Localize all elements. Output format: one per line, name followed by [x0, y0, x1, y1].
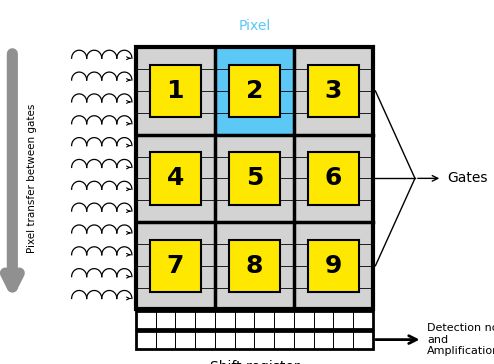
Bar: [215, 331, 235, 349]
Bar: [150, 152, 201, 205]
Bar: [254, 331, 274, 349]
Bar: [136, 135, 215, 222]
Text: 5: 5: [246, 166, 263, 190]
Bar: [254, 311, 274, 329]
Bar: [215, 311, 235, 329]
Text: 4: 4: [166, 166, 184, 190]
Bar: [308, 240, 359, 292]
Bar: [294, 47, 373, 135]
Text: 1: 1: [166, 79, 184, 103]
Bar: [333, 331, 353, 349]
Bar: [136, 311, 156, 329]
Text: Shift register: Shift register: [209, 360, 299, 364]
Bar: [156, 311, 175, 329]
Bar: [195, 311, 215, 329]
Bar: [235, 331, 254, 349]
Bar: [314, 311, 333, 329]
Bar: [136, 311, 373, 329]
Bar: [150, 65, 201, 117]
Bar: [274, 331, 294, 349]
Bar: [195, 331, 215, 349]
Bar: [215, 135, 294, 222]
Bar: [353, 311, 373, 329]
Bar: [294, 311, 314, 329]
Bar: [229, 240, 280, 292]
Text: Gates: Gates: [447, 171, 488, 185]
Text: Detection node
and
Amplification: Detection node and Amplification: [427, 323, 494, 356]
Bar: [229, 152, 280, 205]
Bar: [314, 331, 333, 349]
Bar: [136, 47, 215, 135]
Bar: [294, 135, 373, 222]
Bar: [175, 331, 195, 349]
Bar: [308, 65, 359, 117]
Bar: [136, 331, 156, 349]
Bar: [136, 222, 215, 309]
Text: 3: 3: [325, 79, 342, 103]
Bar: [308, 152, 359, 205]
Bar: [215, 222, 294, 309]
Text: 9: 9: [325, 254, 342, 278]
Text: 8: 8: [246, 254, 263, 278]
Bar: [235, 311, 254, 329]
Bar: [136, 331, 373, 349]
Text: Pixel transfer between gates: Pixel transfer between gates: [27, 104, 37, 253]
Bar: [150, 240, 201, 292]
Bar: [274, 311, 294, 329]
Text: Pixel: Pixel: [238, 19, 271, 33]
Bar: [215, 47, 294, 135]
Text: 7: 7: [166, 254, 184, 278]
Bar: [156, 331, 175, 349]
Text: 2: 2: [246, 79, 263, 103]
Bar: [294, 331, 314, 349]
Bar: [175, 311, 195, 329]
Bar: [333, 311, 353, 329]
Text: 6: 6: [325, 166, 342, 190]
Bar: [294, 222, 373, 309]
Bar: [353, 331, 373, 349]
Bar: [136, 47, 373, 309]
Bar: [229, 65, 280, 117]
